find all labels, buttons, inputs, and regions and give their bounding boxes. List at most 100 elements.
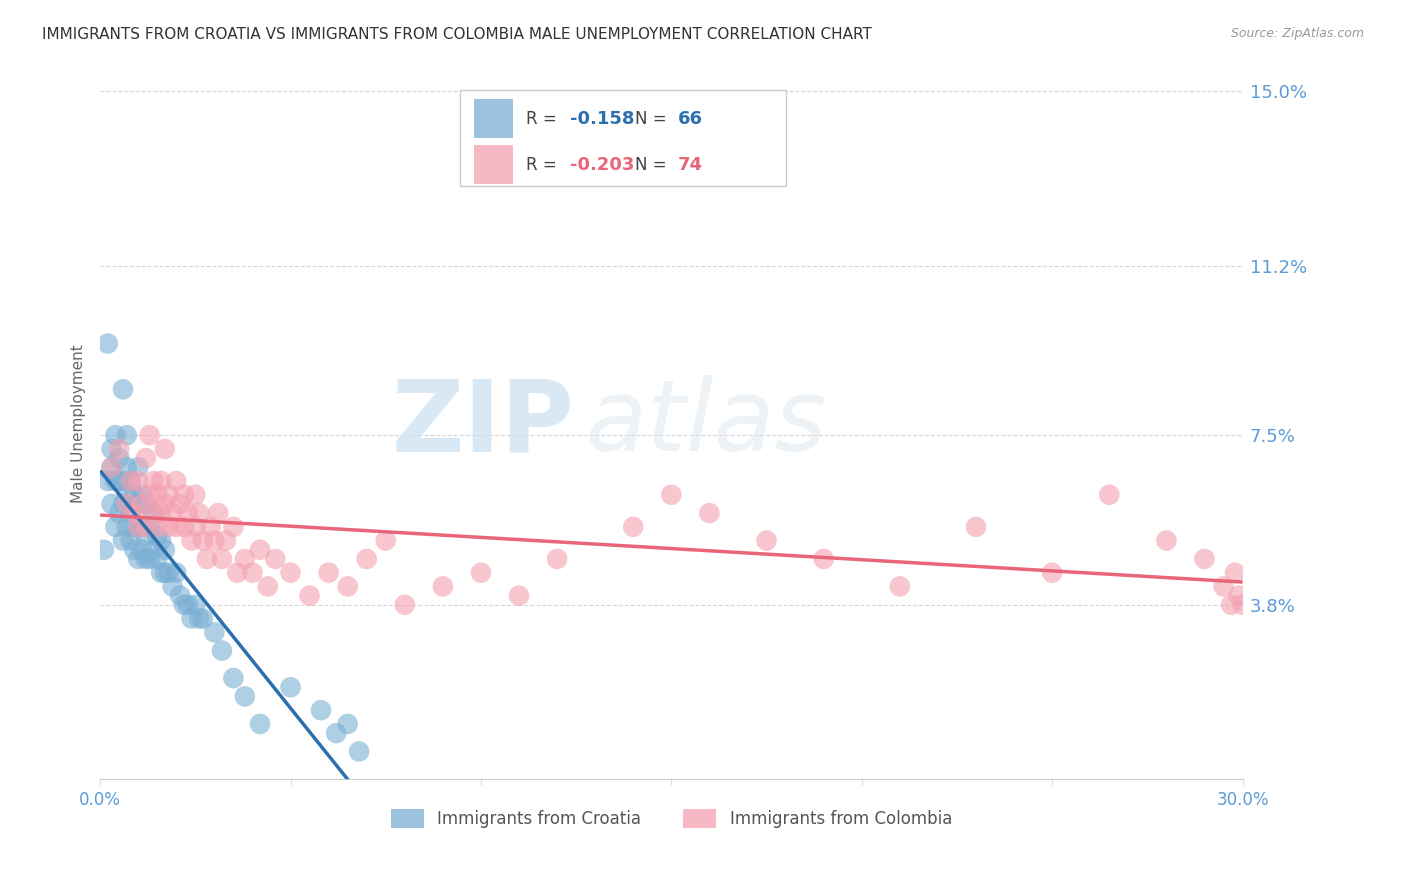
Point [659, 488, 682, 502]
Text: ZIP: ZIP [391, 376, 574, 472]
Point [215, 533, 238, 548]
Bar [474, 99, 513, 138]
Point [146, 529, 169, 543]
Point [146, 488, 169, 502]
Point [200, 520, 222, 534]
Text: N =: N = [634, 155, 672, 174]
Text: atlas: atlas [586, 376, 827, 472]
Point [256, 579, 278, 593]
Point [249, 717, 271, 731]
Point [111, 497, 134, 511]
Point [124, 506, 146, 520]
Point [157, 566, 180, 580]
Point [93, 542, 115, 557]
Point [1040, 566, 1063, 580]
Point [131, 488, 153, 502]
Point [115, 497, 138, 511]
Point [184, 520, 207, 534]
Text: IMMIGRANTS FROM CROATIA VS IMMIGRANTS FROM COLOMBIA MALE UNEMPLOYMENT CORRELATIO: IMMIGRANTS FROM CROATIA VS IMMIGRANTS FR… [42, 27, 872, 42]
Point [127, 497, 149, 511]
Point [394, 598, 416, 612]
Point [142, 542, 165, 557]
Point [191, 611, 214, 625]
Point [249, 542, 271, 557]
Point [162, 579, 184, 593]
Point [546, 552, 568, 566]
Point [111, 382, 134, 396]
Point [207, 506, 229, 520]
Point [138, 488, 160, 502]
Point [127, 460, 149, 475]
Point [233, 690, 256, 704]
Point [173, 488, 195, 502]
Text: Source: ZipAtlas.com: Source: ZipAtlas.com [1230, 27, 1364, 40]
Point [135, 520, 157, 534]
Point [135, 552, 157, 566]
Point [104, 520, 127, 534]
Point [131, 542, 153, 557]
Text: R =: R = [526, 110, 562, 128]
Point [131, 520, 153, 534]
Point [173, 598, 195, 612]
Point [100, 442, 122, 456]
Point [318, 566, 340, 580]
Point [1232, 598, 1254, 612]
Point [138, 428, 160, 442]
Point [150, 566, 173, 580]
Point [146, 520, 169, 534]
Point [173, 520, 195, 534]
Point [153, 497, 176, 511]
Point [115, 488, 138, 502]
Point [108, 474, 131, 488]
Point [184, 598, 207, 612]
Point [755, 533, 778, 548]
Point [115, 520, 138, 534]
Point [1212, 579, 1234, 593]
Text: 66: 66 [678, 110, 703, 128]
Text: N =: N = [634, 110, 672, 128]
Point [153, 442, 176, 456]
Legend: Immigrants from Croatia, Immigrants from Colombia: Immigrants from Croatia, Immigrants from… [384, 802, 959, 835]
Text: 74: 74 [678, 155, 703, 174]
Point [157, 488, 180, 502]
Point [1220, 598, 1243, 612]
Point [142, 506, 165, 520]
Point [309, 703, 332, 717]
Point [131, 497, 153, 511]
Point [127, 552, 149, 566]
Point [150, 506, 173, 520]
Point [195, 552, 218, 566]
Y-axis label: Male Unemployment: Male Unemployment [72, 344, 86, 503]
Point [97, 474, 120, 488]
Point [150, 533, 173, 548]
Point [115, 428, 138, 442]
Point [124, 520, 146, 534]
Point [242, 566, 264, 580]
Point [165, 566, 187, 580]
Point [165, 474, 187, 488]
Point [226, 566, 249, 580]
Point [108, 451, 131, 466]
Point [169, 589, 191, 603]
Point [153, 566, 176, 580]
Point [1156, 533, 1178, 548]
Point [100, 460, 122, 475]
Point [120, 474, 142, 488]
Point [104, 474, 127, 488]
Point [115, 460, 138, 475]
Point [184, 488, 207, 502]
Point [108, 442, 131, 456]
Point [264, 552, 287, 566]
Point [965, 520, 987, 534]
Point [180, 611, 202, 625]
Point [135, 497, 157, 511]
Point [124, 542, 146, 557]
Point [138, 520, 160, 534]
Point [153, 542, 176, 557]
Point [100, 460, 122, 475]
Point [188, 506, 211, 520]
Point [127, 474, 149, 488]
Point [470, 566, 492, 580]
Point [211, 552, 233, 566]
Point [202, 533, 225, 548]
